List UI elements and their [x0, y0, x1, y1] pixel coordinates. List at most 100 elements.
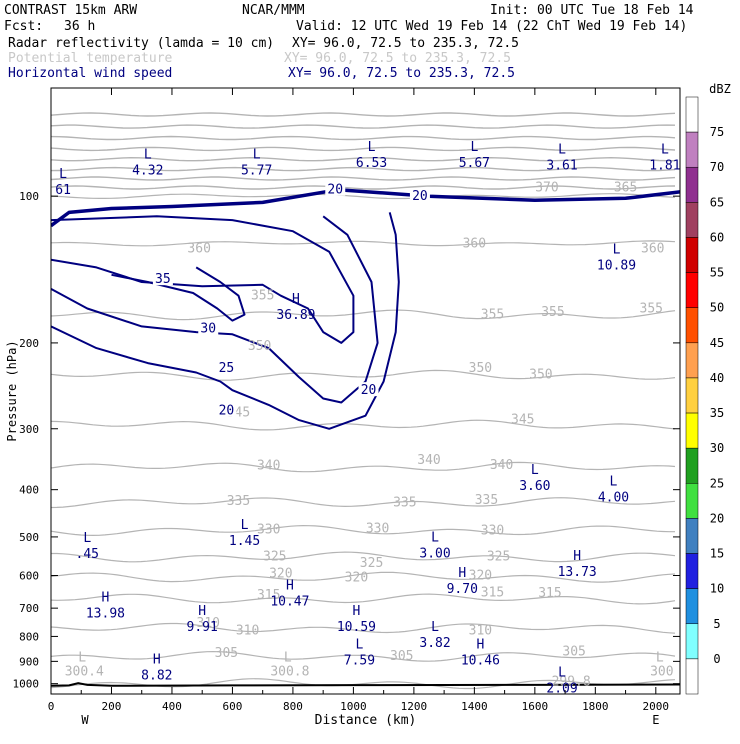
wind-label-bg [198, 320, 219, 335]
theta-label: 315 [257, 588, 280, 603]
theta-contour [51, 193, 676, 200]
theta-label: 305 [390, 649, 413, 664]
colorbar-swatch [685, 272, 699, 308]
extremum-value: 6.53 [356, 156, 387, 171]
extremum-value: 13.73 [558, 565, 597, 580]
extremum-value: .45 [76, 547, 99, 562]
colorbar-label: 65 [710, 195, 724, 209]
colorbar-label: 35 [710, 406, 724, 420]
theta-label: 330 [257, 523, 280, 538]
x-tick-label: 600 [223, 700, 243, 713]
theta-contour [51, 551, 676, 563]
theta-label: 370 [535, 181, 558, 196]
theta-contour [51, 524, 675, 537]
fcst-label: Fcst: [4, 19, 43, 34]
theta-label: 325 [360, 556, 383, 571]
theta-label: 355 [481, 308, 504, 323]
colorbar-label: 60 [710, 230, 724, 244]
theta-label: 355 [640, 302, 663, 317]
field-name: Horizontal wind speed [8, 66, 172, 81]
plot-frame [50, 87, 681, 695]
wind-label-bg [152, 271, 173, 286]
extremum-value: 3.82 [419, 636, 450, 651]
y-tick-label: 700 [19, 602, 39, 615]
theta-low-marker: L [78, 651, 86, 666]
y-tick-label: 200 [19, 337, 39, 350]
extremum-marker: H [458, 566, 466, 581]
wind-label: 20 [219, 403, 235, 418]
extremum-marker: L [661, 143, 669, 158]
colorbar-swatch [685, 342, 699, 379]
colorbar-swatch [685, 237, 699, 273]
wind-label-bg [216, 402, 237, 417]
theta-label: 300.8 [270, 665, 309, 680]
colorbar-label: 20 [710, 511, 724, 525]
wind-label-bg [325, 181, 346, 196]
extremum-value: 3.60 [519, 479, 550, 494]
colorbar-swatch [685, 131, 699, 168]
colorbar-swatch [685, 377, 699, 414]
colorbar-label: 25 [710, 476, 724, 490]
extremum-value: 4.32 [132, 164, 163, 179]
theta-label: 350 [248, 339, 271, 354]
wind-label: 20 [412, 189, 428, 204]
extremum-value: 3.61 [546, 159, 577, 174]
extremum-value: 5.67 [459, 156, 490, 171]
field-name: Radar reflectivity (lamda = 10 cm) [8, 36, 274, 51]
theta-label: 360 [187, 241, 210, 256]
extremum-marker: L [431, 620, 439, 635]
theta-label: 315 [481, 585, 504, 600]
y-tick-label: 300 [19, 423, 39, 436]
wind-contour [51, 212, 400, 430]
extremum-marker: H [102, 590, 110, 605]
wind-label: 35 [155, 272, 171, 287]
extremum-marker: H [353, 604, 361, 619]
theta-label: 305 [562, 645, 585, 660]
extremum-value: 1.45 [229, 534, 260, 549]
theta-contour [51, 124, 676, 129]
theta-label: 340 [490, 458, 513, 473]
colorbar-swatch [685, 202, 699, 238]
extremum-marker: L [558, 665, 566, 680]
theta-contour [51, 146, 676, 152]
org-label: NCAR/MMM [242, 3, 305, 18]
theta-label: 360 [463, 236, 486, 251]
theta-label: 350 [469, 361, 492, 376]
field-xy: XY= 96.0, 72.5 to 235.3, 72.5 [288, 66, 515, 81]
theta-contour [51, 650, 676, 662]
extremum-marker: H [286, 578, 294, 593]
theta-label: 335 [393, 496, 416, 511]
extremum-value: 10.46 [461, 654, 500, 669]
y-axis-title: Pressure (hPa) [5, 340, 19, 441]
colorbar-label: 10 [710, 582, 724, 596]
theta-contour [51, 156, 675, 162]
theta-label: 335 [475, 493, 498, 508]
theta-label: 340 [417, 453, 440, 468]
theta-contour [51, 185, 676, 190]
theta-label: 335 [227, 494, 250, 509]
extremum-marker: L [558, 143, 566, 158]
extremum-marker: H [153, 652, 161, 667]
y-tick-label: 1000 [13, 678, 40, 691]
wind-label: 20 [327, 183, 343, 198]
theta-label: 360 [641, 241, 664, 256]
colorbar-swatch [685, 96, 699, 133]
terrain-line [51, 682, 680, 687]
extremum-marker: H [476, 638, 484, 653]
field-name: Potential temperature [8, 51, 173, 66]
x-tick-label: 400 [162, 700, 182, 713]
clipped-layer [51, 112, 680, 690]
theta-contour [51, 309, 676, 321]
theta-contour [51, 461, 676, 473]
extremum-marker: L [253, 148, 261, 163]
extremum-value: 9.91 [187, 620, 218, 635]
x-tick-label: 2000 [643, 700, 670, 713]
extremum-marker: L [144, 148, 152, 163]
y-tick-label: 500 [19, 531, 39, 544]
theta-low-marker: L [284, 651, 292, 666]
theta-contour [51, 112, 676, 117]
theta-label: 355 [251, 289, 274, 304]
extremum-marker: L [531, 463, 539, 478]
